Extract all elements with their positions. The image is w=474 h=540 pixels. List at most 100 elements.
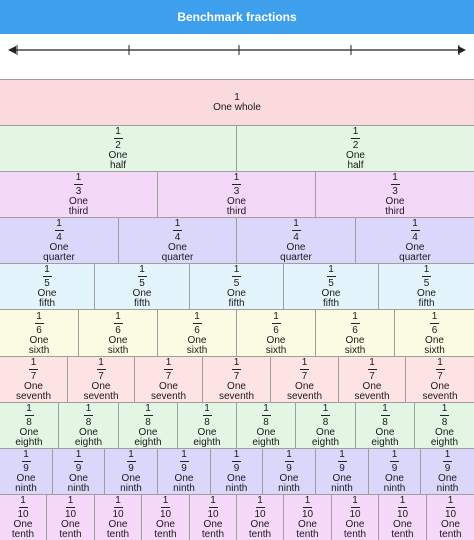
fraction-bar <box>321 414 330 416</box>
fraction-word: One <box>61 518 80 530</box>
fraction-cell: 1 8 One eighth <box>296 402 356 448</box>
fraction-bar <box>326 276 336 278</box>
fraction-word: half <box>109 160 127 172</box>
fraction-cell: 1 9 One ninth <box>105 448 158 494</box>
fraction-numerator: 1 <box>352 310 358 322</box>
fraction-denominator: 5 <box>139 278 145 290</box>
fraction-cell: 1 7 One seventh <box>68 356 135 402</box>
fraction-denominator: 10 <box>444 508 457 520</box>
fraction-denominator: 2 <box>352 140 359 152</box>
fraction-cell: 1 10 One tenth <box>47 494 95 540</box>
fraction-denominator: 10 <box>396 508 409 520</box>
fraction-denominator: 8 <box>204 416 210 428</box>
fraction-denominator: 10 <box>159 508 172 520</box>
fraction-bar <box>143 414 153 416</box>
fraction-word: ninth <box>67 482 90 494</box>
fraction-cell: 1 6 One sixth <box>158 310 237 356</box>
fraction-row: 1 9 One ninth 1 9 One ninth 1 9 One ninth 1 9 One ninth… <box>0 447 474 494</box>
fraction-numerator: 1 <box>98 356 104 368</box>
fraction-numerator: 1 <box>85 402 92 414</box>
fraction-numerator: 1 <box>145 402 151 414</box>
fraction-cell: 1 5 One fifth <box>190 264 284 310</box>
fraction-denominator: 10 <box>64 508 77 520</box>
fraction-cell: 1 4 One quarter <box>356 218 474 263</box>
fraction-numerator: 1 <box>115 126 121 138</box>
fraction-label: 1 10 <box>254 495 265 520</box>
fraction-word: One <box>91 380 111 392</box>
fraction-denominator: 10 <box>17 508 29 520</box>
fraction-row: 1 One whole <box>0 79 474 126</box>
fraction-denominator: 7 <box>369 370 375 382</box>
fraction-bar <box>440 414 449 416</box>
fraction-numerator: 1 <box>30 356 37 368</box>
fraction-bar <box>74 184 83 186</box>
fraction-word: One <box>250 518 270 530</box>
fraction-bar <box>66 506 75 508</box>
fraction-word: One <box>16 472 36 484</box>
fraction-numerator: 1 <box>301 356 308 368</box>
fraction-word: One <box>227 288 246 300</box>
fraction-bar <box>291 230 301 232</box>
fraction-row: 1 3 One third 1 3 One third 1 3 One third <box>0 171 474 218</box>
fraction-numerator: 1 <box>128 448 134 460</box>
fraction-cell: 1 One whole <box>0 80 474 125</box>
fraction-cell: 1 10 One tenth <box>379 494 427 540</box>
fraction-label: 1 10 <box>112 495 123 520</box>
fraction-numerator: 1 <box>257 494 263 506</box>
fraction-word: One <box>385 472 404 484</box>
left-arrow-icon <box>8 46 16 54</box>
fraction-word: sixth <box>424 344 445 356</box>
fraction-numerator: 1 <box>26 402 32 414</box>
fraction-bar <box>34 322 44 324</box>
fraction-label: 1 <box>232 92 242 103</box>
fraction-word: tenth <box>391 528 414 540</box>
fraction-row: 1 2 One half 1 2 One half <box>0 125 474 172</box>
fraction-cell: 1 9 One ninth <box>0 448 53 494</box>
fraction-word: One <box>279 472 299 484</box>
fraction-word: fifth <box>38 298 56 310</box>
fraction-cell: 1 9 One ninth <box>316 448 369 494</box>
fraction-bar <box>350 506 360 508</box>
fraction-cell: 1 3 One third <box>316 172 474 217</box>
fraction-word: One <box>295 380 314 392</box>
fraction-denominator: 10 <box>112 508 124 520</box>
fraction-word: ninth <box>383 482 406 494</box>
fraction-numerator: 1 <box>444 448 451 460</box>
fraction-word: ninth <box>120 482 142 494</box>
fraction-denominator: 5 <box>423 278 430 290</box>
fraction-denominator: 4 <box>56 232 62 244</box>
fraction-bar <box>255 506 265 508</box>
fraction-numerator: 1 <box>399 494 406 506</box>
fraction-word: tenth <box>154 528 177 540</box>
fraction-numerator: 1 <box>328 264 334 276</box>
fraction-numerator: 1 <box>234 92 240 104</box>
fraction-bar <box>350 322 360 324</box>
fraction-bar <box>435 368 445 370</box>
fraction-word: One <box>385 196 405 208</box>
fraction-bar <box>18 506 28 508</box>
fraction-denominator: 4 <box>293 232 299 244</box>
fraction-row: 1 4 One quarter 1 4 One quarter 1 4 One quarter 1 4 On… <box>0 217 474 264</box>
fraction-cell: 1 8 One eighth <box>119 402 178 448</box>
fraction-numerator: 1 <box>210 494 216 506</box>
fraction-label: 1 10 <box>65 495 76 520</box>
